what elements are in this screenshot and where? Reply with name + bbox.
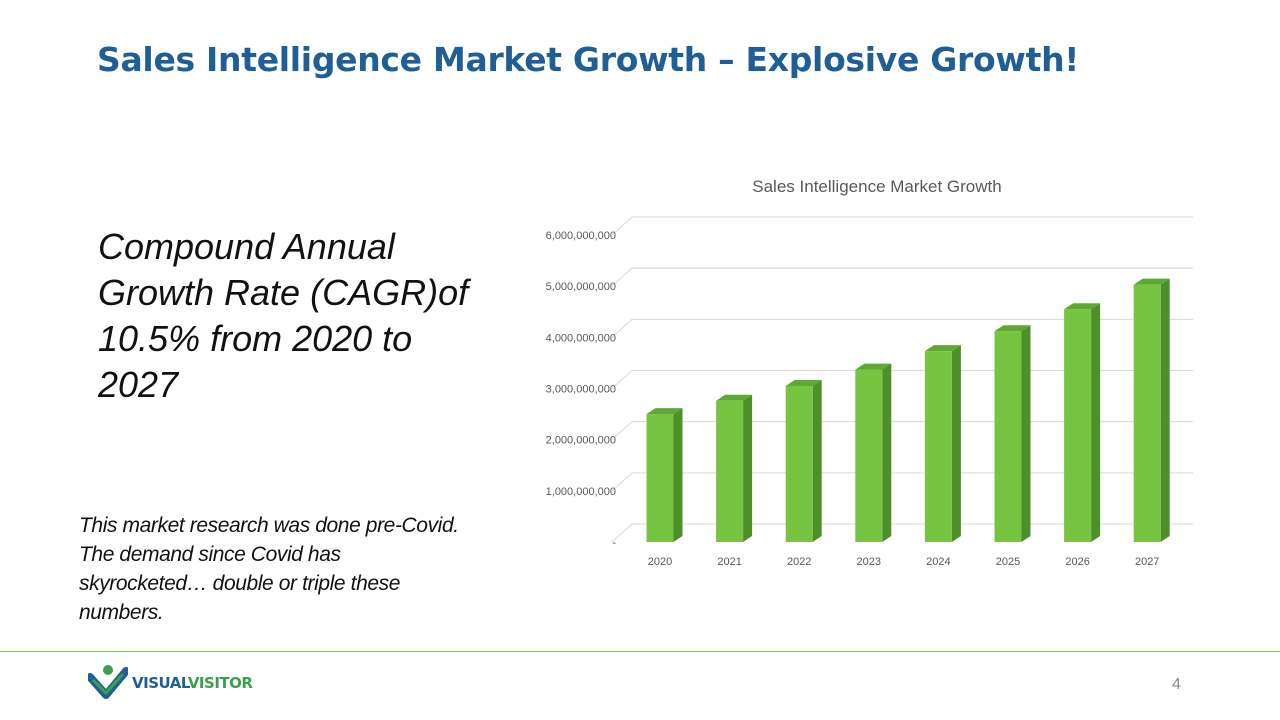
bar-side [951,345,961,542]
bar-top [785,379,822,386]
bar-side [1021,325,1031,542]
x-tick-label: 2025 [996,556,1020,568]
y-tick-label: 4,000,000,000 [546,332,616,344]
visualvisitor-logo-icon [88,665,128,699]
y-tick-label: 6,000,000,000 [546,230,616,242]
slide-title: Sales Intelligence Market Growth – Explo… [97,40,1080,79]
page-number: 4 [1172,676,1181,693]
gridline [611,318,1193,338]
gridline [611,370,1193,389]
x-tick-label: 2026 [1065,556,1089,568]
bar-top [646,408,683,415]
gridline [611,472,1193,492]
logo-wordmark: VISUALVISITOR [132,674,253,692]
bar-top [716,394,753,401]
covid-note: This market research was done pre-Covid.… [79,514,459,624]
y-tick-label: 2,000,000,000 [546,435,616,447]
market-growth-chart: Sales Intelligence Market Growth - 1,000,0… [520,165,1240,585]
bar [785,385,813,542]
x-tick-label: 2022 [787,556,811,568]
x-tick-label: 2023 [857,556,881,568]
y-tick-label: 5,000,000,000 [546,281,616,293]
bar-top [1064,303,1101,310]
bar-side [1160,278,1170,542]
y-tick-label: 3,000,000,000 [546,384,616,396]
bar [855,369,883,542]
bar [716,400,744,542]
chart-title: Sales Intelligence Market Growth [752,177,1001,196]
x-tick-label: 2027 [1135,556,1159,568]
bar-top [1133,278,1170,285]
bar-side [673,408,683,542]
logo-word-visitor: VISITOR [187,674,253,692]
y-tick-label: 1,000,000,000 [546,486,616,498]
bar-side [1091,303,1101,542]
bar-side [882,363,892,542]
footer-divider [0,651,1280,652]
x-tick-label: 2020 [648,556,672,568]
bar-side [743,394,753,542]
bar [994,331,1022,542]
x-tick-label: 2024 [926,556,950,568]
gridline [611,216,1193,236]
bar-top [924,345,961,352]
gridline [611,267,1193,287]
bar [1133,284,1161,542]
bar [1064,309,1092,542]
x-tick-label: 2021 [717,556,741,568]
chart-canvas: Sales Intelligence Market Growth - 1,000,0… [546,177,1193,568]
bar-side [812,379,822,542]
bar-top [994,325,1031,332]
y-tick-label: - [612,537,616,549]
logo-word-visual: VISUAL [132,674,188,692]
bar-top [855,363,892,370]
cagr-statement: Compound Annual Growth Rate (CAGR)of 10.… [98,226,469,405]
gridline [611,523,1193,543]
bar [646,414,674,542]
visualvisitor-logo: VISUALVISITOR [88,663,253,703]
bar [924,351,952,542]
gridline [611,421,1193,441]
